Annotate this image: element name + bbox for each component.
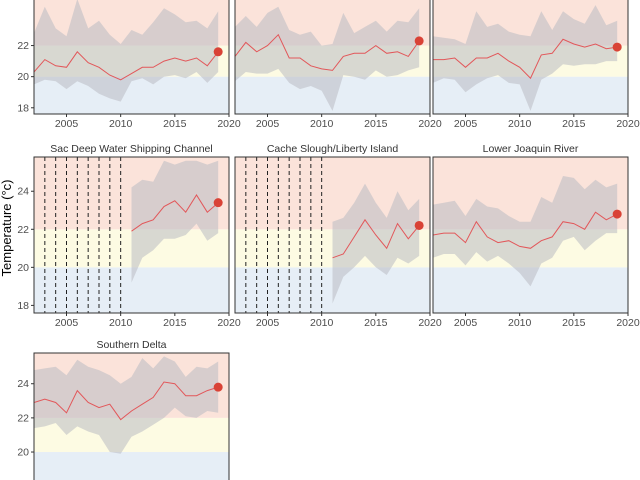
y-tick-label: 20 xyxy=(17,71,29,83)
plot-area xyxy=(34,353,229,480)
last-year-point xyxy=(414,220,424,230)
mean-line xyxy=(131,194,219,232)
x-tick-label: 2010 xyxy=(508,118,532,130)
x-tick-label: 2005 xyxy=(55,118,79,130)
y-tick-label: 18 xyxy=(17,300,29,312)
x-tick-label: 2015 xyxy=(562,317,586,329)
panel-frame xyxy=(432,156,629,314)
facet-panel: 2005 2010 2015 2020 18 20 22 xyxy=(17,0,241,130)
panel-frame xyxy=(33,352,230,480)
band-low xyxy=(34,452,229,480)
y-axis-label: Temperature (°c) xyxy=(0,180,14,277)
x-tick-label: 2005 xyxy=(256,317,280,329)
y-tick-label: 24 xyxy=(17,378,29,390)
plot-area xyxy=(235,157,430,313)
x-tick-label: 2020 xyxy=(418,118,442,130)
x-tick-label: 2020 xyxy=(418,317,442,329)
last-year-point xyxy=(213,47,223,57)
x-tick-label: 2010 xyxy=(310,118,334,130)
y-tick-label: 20 xyxy=(17,447,29,459)
plot-area xyxy=(433,0,628,114)
x-tick-label: 2005 xyxy=(454,118,478,130)
range-ribbon xyxy=(131,160,219,283)
range-ribbon xyxy=(433,176,618,287)
facet-panel: 2005 2010 2015 2020 xyxy=(234,0,442,130)
panel-frame xyxy=(234,156,431,314)
x-tick-label: 2010 xyxy=(109,317,133,329)
panel-frame xyxy=(33,156,230,314)
facet-title: Southern Delta xyxy=(96,339,166,351)
facet-panel: 2005 2010 2015 2020 18 20 22 24 Sac Deep Water S… xyxy=(17,143,241,329)
mean-line xyxy=(235,33,420,71)
plot-area xyxy=(34,0,229,114)
y-tick-label: 22 xyxy=(17,412,29,424)
y-tick-label: 20 xyxy=(17,262,29,274)
x-tick-label: 2020 xyxy=(217,118,241,130)
x-tick-label: 2015 xyxy=(364,317,388,329)
range-ribbon xyxy=(34,356,219,454)
x-tick-label: 2015 xyxy=(163,118,187,130)
mean-line xyxy=(34,381,219,421)
x-tick-label: 2020 xyxy=(616,317,640,329)
range-ribbon xyxy=(332,183,420,304)
plot-area xyxy=(34,157,229,313)
range-ribbon xyxy=(34,0,219,102)
mean-line xyxy=(34,51,219,81)
y-tick-label: 24 xyxy=(17,186,29,198)
y-tick-label: 22 xyxy=(17,224,29,236)
range-ribbon xyxy=(235,6,420,111)
last-year-point xyxy=(213,382,223,392)
range-ribbon xyxy=(433,5,618,111)
x-tick-label: 2005 xyxy=(55,317,79,329)
last-year-point xyxy=(612,209,622,219)
x-tick-label: 2005 xyxy=(256,118,280,130)
facet-title: Sac Deep Water Shipping Channel xyxy=(50,143,212,155)
x-tick-label: 2010 xyxy=(508,317,532,329)
x-tick-label: 2015 xyxy=(562,118,586,130)
x-tick-label: 2020 xyxy=(616,118,640,130)
last-year-point xyxy=(213,198,223,208)
plot-area xyxy=(235,0,430,114)
facet-panel: 2005 2010 2015 2020 Lower Joaquin River xyxy=(432,143,640,329)
last-year-point xyxy=(414,36,424,46)
x-tick-label: 2015 xyxy=(163,317,187,329)
x-tick-label: 2010 xyxy=(109,118,133,130)
facet-panel: 20 22 24 Southern Delta xyxy=(17,339,230,480)
panel-frame xyxy=(33,0,230,115)
x-tick-label: 2015 xyxy=(364,118,388,130)
facet-panel: 2005 2010 2015 2020 xyxy=(432,0,640,130)
x-tick-label: 2020 xyxy=(217,317,241,329)
facet-title: Lower Joaquin River xyxy=(483,143,579,155)
plot-area xyxy=(433,157,628,313)
y-tick-label: 18 xyxy=(17,102,29,114)
facet-panel: 2005 2010 2015 2020 Cache Slough/Liberty Isl… xyxy=(234,143,442,329)
x-tick-label: 2010 xyxy=(310,317,334,329)
facet-title: Cache Slough/Liberty Island xyxy=(267,143,398,155)
mean-line xyxy=(433,38,618,80)
mean-line xyxy=(332,218,420,259)
panel-frame xyxy=(432,0,629,115)
mean-line xyxy=(433,211,618,249)
x-tick-label: 2005 xyxy=(454,317,478,329)
panel-frame xyxy=(234,0,431,115)
y-tick-label: 22 xyxy=(17,40,29,52)
last-year-point xyxy=(612,42,622,52)
